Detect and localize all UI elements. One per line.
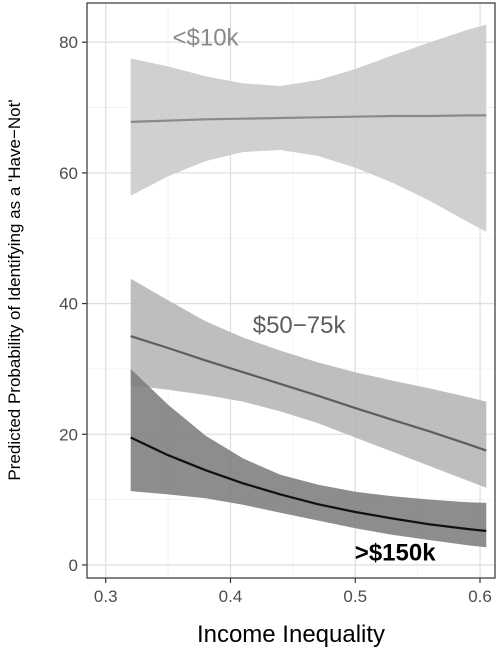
series-line-1 — [130, 335, 487, 452]
series-annotation-1: $50−75k — [253, 312, 347, 339]
series-annotation-0: <$10k — [173, 24, 240, 51]
x-tick-label: 0.5 — [343, 587, 367, 606]
y-tick-label: 20 — [59, 425, 78, 444]
series-lines — [130, 114, 487, 533]
series-annotation-2: >$150k — [355, 539, 436, 566]
series-line-2 — [130, 436, 487, 533]
x-axis-title: Income Inequality — [197, 621, 385, 648]
confidence-band-1 — [130, 278, 487, 488]
x-tick-label: 0.4 — [219, 587, 243, 606]
axis-ticks: 0.3 0.4 0.5 0.6 0 20 40 60 80 — [59, 33, 492, 606]
y-tick-label: 0 — [69, 556, 78, 575]
series-line-0 — [130, 114, 487, 123]
series-annotations: <$10k $50−75k >$150k — [173, 24, 437, 566]
y-axis-title: Predicted Probability of Identifying as … — [5, 99, 24, 480]
y-tick-label: 60 — [59, 164, 78, 183]
plot-border — [86, 2, 496, 579]
confidence-band-2 — [130, 368, 487, 548]
confidence-band-0 — [130, 24, 487, 232]
x-tick-label: 0.6 — [468, 587, 492, 606]
y-tick-label: 40 — [59, 295, 78, 314]
x-tick-label: 0.3 — [94, 587, 118, 606]
y-tick-label: 80 — [59, 33, 78, 52]
confidence-bands — [130, 24, 487, 548]
